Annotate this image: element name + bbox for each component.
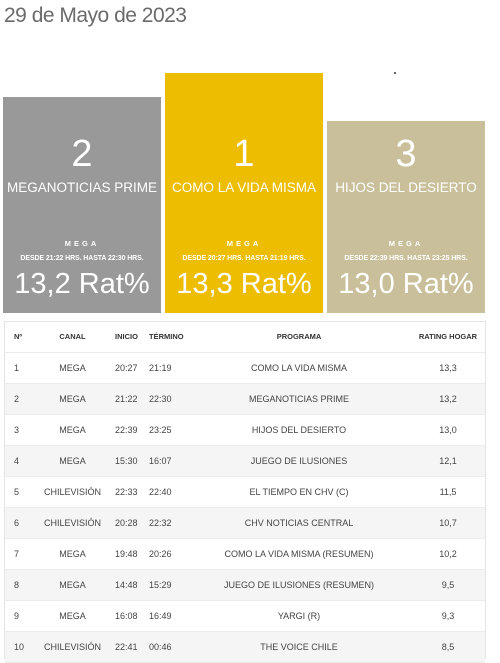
row-inicio: 14:48: [115, 580, 138, 590]
podium-rank-2[interactable]: 2 MEGANOTICIAS PRIME MEGA DESDE 21:22 HR…: [3, 97, 161, 313]
page-date: 29 de Mayo de 2023: [4, 4, 187, 27]
row-inicio: 15:30: [115, 456, 138, 466]
header-inicio: INICIO: [115, 332, 138, 341]
rank-number: 3: [395, 133, 417, 175]
rank-number: 2: [71, 133, 93, 175]
row-rating: 10,7: [439, 518, 457, 528]
row-termino: 15:29: [149, 580, 172, 590]
row-num: 2: [14, 394, 20, 404]
row-programa: THE VOICE CHILE: [260, 642, 338, 652]
row-programa: HIJOS DEL DESIERTO: [251, 425, 347, 435]
row-programa: JUEGO DE ILUSIONES: [250, 456, 348, 466]
row-rating: 8,5: [441, 642, 455, 652]
row-inicio: 20:27: [115, 363, 138, 373]
table-row[interactable]: 10 CHILEVISIÓN 22:41 00:46 THE VOICE CHI…: [5, 632, 485, 663]
row-rating: 9,3: [441, 611, 455, 621]
row-programa: EL TIEMPO EN CHV (C): [249, 487, 349, 497]
row-termino: 00:46: [149, 642, 172, 652]
row-canal: MEGA: [59, 611, 86, 621]
row-termino: 20:26: [149, 549, 172, 559]
row-inicio: 20:28: [115, 518, 138, 528]
row-canal: MEGA: [59, 363, 86, 373]
table-header: Nº CANAL INICIO TÉRMINO PROGRAMA RATING …: [5, 322, 485, 353]
table-row[interactable]: 2 MEGA 21:22 22:30 MEGANOTICIAS PRIME 13…: [5, 384, 485, 415]
row-num: 3: [14, 425, 20, 435]
row-inicio: 22:41: [115, 642, 138, 652]
row-num: 4: [14, 456, 20, 466]
header-rating: RATING HOGAR: [418, 332, 478, 341]
row-rating: 9,5: [441, 580, 455, 590]
row-termino: 21:19: [149, 363, 172, 373]
row-termino: 22:32: [149, 518, 172, 528]
row-canal: CHILEVISIÓN: [43, 487, 101, 497]
header-num: Nº: [14, 332, 23, 341]
row-canal: CHILEVISIÓN: [43, 518, 101, 528]
row-inicio: 16:08: [115, 611, 138, 621]
row-rating: 13,3: [439, 363, 457, 373]
row-num: 10: [14, 642, 25, 652]
row-rating: 11,5: [439, 487, 457, 497]
rating-value: 13,0 Rat%: [338, 268, 474, 300]
table-row[interactable]: 4 MEGA 15:30 16:07 JUEGO DE ILUSIONES 12…: [5, 446, 485, 477]
row-num: 8: [14, 580, 20, 590]
row-canal: MEGA: [59, 425, 86, 435]
table-row[interactable]: 3 MEGA 22:39 23:25 HIJOS DEL DESIERTO 13…: [5, 415, 485, 446]
decorative-dot: [394, 72, 396, 74]
row-num: 9: [14, 611, 20, 621]
podium-rank-1[interactable]: 1 COMO LA VIDA MISMA MEGA DESDE 20:27 HR…: [165, 73, 323, 313]
channel-name: MEGA: [226, 239, 262, 248]
row-termino: 16:49: [149, 611, 172, 621]
table-row[interactable]: 8 MEGA 14:48 15:29 JUEGO DE ILUSIONES (R…: [5, 570, 485, 601]
table-row[interactable]: 7 MEGA 19:48 20:26 COMO LA VIDA MISMA (R…: [5, 539, 485, 570]
row-programa: CHV NOTICIAS CENTRAL: [244, 518, 354, 528]
ratings-table: Nº CANAL INICIO TÉRMINO PROGRAMA RATING …: [4, 321, 486, 663]
channel-name: MEGA: [388, 239, 424, 248]
row-programa: COMO LA VIDA MISMA: [250, 363, 348, 373]
rating-value: 13,2 Rat%: [14, 268, 150, 300]
row-canal: MEGA: [59, 394, 86, 404]
row-programa: JUEGO DE ILUSIONES (RESUMEN): [223, 580, 375, 590]
row-num: 6: [14, 518, 20, 528]
podium-rank-3[interactable]: 3 HIJOS DEL DESIERTO MEGA DESDE 22:39 HR…: [327, 121, 485, 313]
row-inicio: 21:22: [115, 394, 138, 404]
row-programa: COMO LA VIDA MISMA (RESUMEN): [224, 549, 374, 559]
time-range: DESDE 20:27 HRS. HASTA 21:19 HRS.: [182, 255, 306, 262]
row-canal: CHILEVISIÓN: [43, 642, 101, 652]
rating-value: 13,3 Rat%: [176, 268, 312, 300]
row-termino: 22:30: [149, 394, 172, 404]
row-num: 7: [14, 549, 20, 559]
program-name: HIJOS DEL DESIERTO: [335, 180, 477, 195]
header-canal: CANAL: [59, 332, 86, 341]
row-rating: 12,1: [439, 456, 457, 466]
row-termino: 23:25: [149, 425, 172, 435]
row-rating: 13,2: [439, 394, 457, 404]
row-inicio: 22:39: [115, 425, 138, 435]
row-programa: MEGANOTICIAS PRIME: [248, 394, 349, 404]
table-row[interactable]: 6 CHILEVISIÓN 20:28 22:32 CHV NOTICIAS C…: [5, 508, 485, 539]
row-num: 1: [14, 363, 20, 373]
program-name: COMO LA VIDA MISMA: [171, 180, 317, 195]
program-name: MEGANOTICIAS PRIME: [6, 180, 158, 195]
row-canal: MEGA: [59, 456, 86, 466]
row-canal: MEGA: [59, 580, 86, 590]
row-programa: YARGI (R): [277, 611, 321, 621]
time-range: DESDE 22:39 HRS. HASTA 23:25 HRS.: [344, 255, 468, 262]
row-canal: MEGA: [59, 549, 86, 559]
table-row[interactable]: 5 CHILEVISIÓN 22:33 22:40 EL TIEMPO EN C…: [5, 477, 485, 508]
row-rating: 13,0: [439, 425, 457, 435]
row-rating: 10,2: [439, 549, 457, 559]
row-inicio: 22:33: [115, 487, 138, 497]
table-row[interactable]: 9 MEGA 16:08 16:49 YARGI (R) 9,3: [5, 601, 485, 632]
rank-number: 1: [233, 133, 255, 175]
table-row[interactable]: 1 MEGA 20:27 21:19 COMO LA VIDA MISMA 13…: [5, 353, 485, 384]
row-num: 5: [14, 487, 20, 497]
header-termino: TÉRMINO: [149, 332, 184, 341]
header-programa: PROGRAMA: [276, 332, 322, 341]
row-inicio: 19:48: [115, 549, 138, 559]
row-termino: 16:07: [149, 456, 172, 466]
row-termino: 22:40: [149, 487, 172, 497]
time-range: DESDE 21:22 HRS. HASTA 22:30 HRS.: [20, 255, 144, 262]
channel-name: MEGA: [64, 239, 100, 248]
